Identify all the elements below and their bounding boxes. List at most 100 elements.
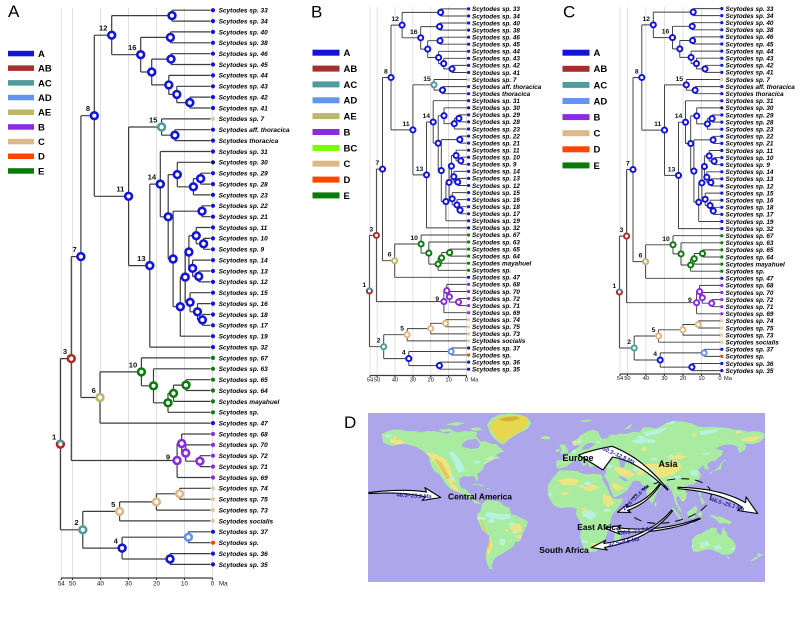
svg-text:13: 13 bbox=[137, 254, 145, 263]
svg-text:Scytodes sp. 46: Scytodes sp. 46 bbox=[726, 34, 774, 41]
svg-text:Scytodes sp.: Scytodes sp. bbox=[726, 354, 765, 361]
svg-text:Scytodes sp. 14: Scytodes sp. 14 bbox=[219, 258, 269, 265]
svg-text:Ma: Ma bbox=[724, 376, 733, 382]
svg-text:Scytodes sp. 38: Scytodes sp. 38 bbox=[219, 40, 269, 47]
svg-text:E: E bbox=[38, 166, 44, 177]
svg-text:Scytodes sp. 13: Scytodes sp. 13 bbox=[726, 176, 774, 183]
svg-text:50: 50 bbox=[374, 378, 380, 384]
svg-text:Scytodes sp.: Scytodes sp. bbox=[472, 268, 511, 275]
svg-text:Scytodes sp. 28: Scytodes sp. 28 bbox=[219, 181, 269, 188]
svg-text:Scytodes sp. 19: Scytodes sp. 19 bbox=[726, 219, 774, 226]
svg-text:Scytodes sp. 43: Scytodes sp. 43 bbox=[472, 56, 520, 63]
svg-text:Scytodes sp. 31: Scytodes sp. 31 bbox=[472, 98, 520, 105]
svg-text:Scytodes sp. 15: Scytodes sp. 15 bbox=[472, 190, 520, 197]
svg-text:Scytodes mayahuel: Scytodes mayahuel bbox=[726, 261, 785, 268]
svg-text:Scytodes sp. 21: Scytodes sp. 21 bbox=[726, 141, 774, 148]
svg-text:Scytodes sp. 28: Scytodes sp. 28 bbox=[472, 119, 520, 126]
svg-text:A: A bbox=[38, 49, 45, 60]
svg-text:Scytodes sp. 19: Scytodes sp. 19 bbox=[472, 218, 520, 225]
svg-text:11: 11 bbox=[654, 121, 661, 128]
svg-text:A: A bbox=[344, 48, 351, 59]
svg-text:9: 9 bbox=[166, 453, 170, 462]
svg-text:Asia: Asia bbox=[658, 459, 678, 469]
svg-text:A: A bbox=[8, 2, 20, 21]
svg-text:Scytodes sp. 15: Scytodes sp. 15 bbox=[219, 290, 269, 297]
svg-text:4: 4 bbox=[402, 350, 406, 357]
svg-text:Scytodes sp. 63: Scytodes sp. 63 bbox=[219, 366, 269, 373]
svg-text:Scytodes sp. 70: Scytodes sp. 70 bbox=[472, 289, 520, 296]
svg-text:6: 6 bbox=[92, 386, 96, 395]
svg-text:Scytodes sp. 12: Scytodes sp. 12 bbox=[219, 279, 269, 286]
svg-text:Scytodes sp. 21: Scytodes sp. 21 bbox=[219, 214, 269, 221]
svg-text:Scytodes sp. 15: Scytodes sp. 15 bbox=[726, 190, 774, 197]
svg-text:Scytodes sp. 7: Scytodes sp. 7 bbox=[219, 116, 265, 123]
svg-text:Scytodes sp. 11: Scytodes sp. 11 bbox=[726, 148, 774, 155]
svg-text:8: 8 bbox=[86, 104, 90, 113]
svg-text:Europe: Europe bbox=[562, 453, 593, 463]
svg-text:Scytodes sp. 72: Scytodes sp. 72 bbox=[726, 297, 774, 304]
svg-text:AD: AD bbox=[594, 96, 608, 107]
svg-text:6: 6 bbox=[639, 253, 643, 260]
svg-text:7: 7 bbox=[72, 245, 76, 254]
svg-text:Scytodes sp. 40: Scytodes sp. 40 bbox=[219, 29, 269, 36]
svg-text:Scytodes sp. 10: Scytodes sp. 10 bbox=[726, 155, 774, 162]
svg-text:Scytodes sp. 28: Scytodes sp. 28 bbox=[726, 119, 774, 126]
svg-text:Scytodes sp. 32: Scytodes sp. 32 bbox=[726, 226, 774, 233]
svg-text:Scytodes sp. 37: Scytodes sp. 37 bbox=[219, 529, 269, 536]
svg-text:40: 40 bbox=[97, 581, 104, 588]
svg-text:Scytodes socialis: Scytodes socialis bbox=[726, 340, 780, 347]
svg-text:Scytodes sp. 22: Scytodes sp. 22 bbox=[219, 203, 269, 210]
svg-text:Scytodes sp. 64: Scytodes sp. 64 bbox=[726, 254, 774, 261]
svg-text:East Africa: East Africa bbox=[577, 522, 621, 532]
svg-text:0: 0 bbox=[465, 378, 468, 384]
svg-text:Scytodes sp. 73: Scytodes sp. 73 bbox=[472, 331, 520, 338]
svg-text:Scytodes sp. 42: Scytodes sp. 42 bbox=[219, 95, 269, 102]
svg-text:Scytodes sp. 16: Scytodes sp. 16 bbox=[726, 198, 774, 205]
svg-text:5: 5 bbox=[400, 326, 404, 333]
svg-text:Scytodes sp. 11: Scytodes sp. 11 bbox=[219, 225, 268, 232]
svg-text:8: 8 bbox=[635, 69, 639, 76]
svg-text:D: D bbox=[344, 175, 351, 186]
svg-text:AE: AE bbox=[38, 108, 51, 119]
svg-text:Scytodes sp. 35: Scytodes sp. 35 bbox=[472, 367, 520, 374]
svg-text:Scytodes sp. 75: Scytodes sp. 75 bbox=[219, 497, 269, 504]
svg-text:Scytodes sp. 41: Scytodes sp. 41 bbox=[472, 70, 520, 77]
svg-text:Scytodes sp. 43: Scytodes sp. 43 bbox=[726, 56, 774, 63]
svg-text:Scytodes sp. 71: Scytodes sp. 71 bbox=[472, 303, 520, 310]
svg-text:AB: AB bbox=[38, 64, 52, 75]
svg-text:Scytodes sp. 36: Scytodes sp. 36 bbox=[726, 361, 774, 368]
svg-text:Scytodes sp. 73: Scytodes sp. 73 bbox=[219, 507, 269, 514]
svg-text:Scytodes sp. 31: Scytodes sp. 31 bbox=[726, 98, 774, 105]
svg-text:54: 54 bbox=[367, 378, 373, 384]
svg-text:Scytodes sp. 68: Scytodes sp. 68 bbox=[726, 283, 774, 290]
svg-text:Scytodes sp. 33: Scytodes sp. 33 bbox=[726, 6, 774, 13]
svg-text:AD: AD bbox=[344, 96, 358, 107]
svg-text:Scytodes sp. 45: Scytodes sp. 45 bbox=[472, 42, 520, 49]
svg-text:Scytodes sp. 10: Scytodes sp. 10 bbox=[219, 236, 269, 243]
svg-text:20: 20 bbox=[428, 378, 434, 384]
svg-text:C: C bbox=[594, 129, 601, 140]
svg-text:6: 6 bbox=[388, 252, 392, 259]
svg-text:Scytodes sp. 18: Scytodes sp. 18 bbox=[726, 205, 774, 212]
svg-text:Scytodes sp. 30: Scytodes sp. 30 bbox=[726, 105, 774, 112]
svg-text:AB: AB bbox=[344, 64, 358, 75]
svg-text:B: B bbox=[594, 113, 601, 124]
svg-text:Scytodes sp. 36: Scytodes sp. 36 bbox=[219, 551, 269, 558]
svg-text:54: 54 bbox=[617, 376, 623, 382]
svg-text:Scytodes sp. 31: Scytodes sp. 31 bbox=[219, 149, 269, 156]
svg-text:Scytodes sp. 65: Scytodes sp. 65 bbox=[219, 377, 269, 384]
svg-text:8: 8 bbox=[384, 69, 388, 76]
svg-text:Scytodes sp. 9: Scytodes sp. 9 bbox=[726, 162, 771, 169]
svg-text:10: 10 bbox=[445, 378, 451, 384]
svg-text:Scytodes sp. 70: Scytodes sp. 70 bbox=[726, 290, 774, 297]
svg-text:14: 14 bbox=[148, 173, 157, 182]
svg-text:Scytodes sp.: Scytodes sp. bbox=[472, 352, 511, 359]
svg-text:Scytodes sp. 47: Scytodes sp. 47 bbox=[726, 276, 774, 283]
svg-text:South Africa: South Africa bbox=[539, 545, 589, 555]
svg-text:11: 11 bbox=[116, 185, 125, 194]
svg-text:Scytodes mayahuel: Scytodes mayahuel bbox=[219, 399, 280, 406]
svg-text:0: 0 bbox=[211, 581, 215, 588]
svg-text:Scytodes sp. 34: Scytodes sp. 34 bbox=[726, 13, 774, 20]
svg-text:C: C bbox=[344, 159, 351, 170]
svg-text:B: B bbox=[38, 122, 45, 133]
